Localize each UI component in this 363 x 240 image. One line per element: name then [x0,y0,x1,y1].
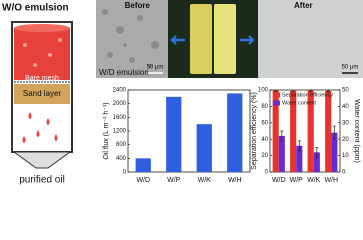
y-axis-label: Oil flux (L m⁻² h⁻¹) [103,102,110,159]
y2-tick-label: 30 [342,120,349,126]
y2-tick-label: 50 [342,88,349,94]
error-bar [297,140,301,152]
emulsion-top [14,24,70,32]
figure: W/O emulsion Bare mesh Sand layer purifi… [2,0,363,186]
illustration-title: W/O emulsion [2,3,69,14]
x-tick-label: W/P [290,177,304,184]
funnel [12,151,72,169]
bar [272,90,279,172]
y2-tick-label: 0 [342,170,346,176]
x-tick-label: W/H [324,177,338,184]
error-bar [315,147,319,158]
bar [296,145,303,172]
y2-tick-label: 10 [342,153,349,159]
x-tick-label: W/D [272,177,286,184]
scale-label: 50 μm [147,65,164,71]
y-tick-label: 0 [123,170,127,176]
sample-label: W/D emulsion [99,68,149,77]
error-bar [280,130,284,142]
error-bar [274,89,278,92]
error-bar [309,89,313,92]
column-illustration: W/O emulsion Bare mesh Sand layer purifi… [2,3,73,186]
y-axis-label: Separation efficiency (%) [251,92,258,170]
x-tick-label: W/P [167,177,181,184]
bar [313,152,320,172]
bar [331,132,338,172]
y-tick-label: 60 [261,120,268,126]
y-tick-label: 2400 [113,88,127,94]
error-bar [326,90,330,92]
scale-label: 50 μm [342,65,359,71]
plot-frame [269,89,341,173]
droplet [58,38,62,42]
y-tick-label: 80 [261,104,268,110]
bar [307,90,314,172]
oil-drops [22,112,58,143]
before-image [96,0,168,78]
legend-label: Separation efficiency [282,92,333,98]
y-tick-label: 400 [116,156,127,162]
x-tick-label: W/H [228,177,242,184]
after-image [258,0,363,78]
before-label: Before [125,1,151,10]
bar [290,90,297,172]
bar [135,158,151,172]
bar [196,124,212,172]
vial-after [214,4,236,74]
bar [278,135,285,172]
y2-axis-label: Water content (ppm) [353,99,360,163]
y2-tick-label: 40 [342,104,349,110]
after-label: After [294,1,313,10]
y2-tick-label: 20 [342,137,349,143]
x-tick-label: W/K [307,177,321,184]
y-tick-label: 2000 [113,101,127,107]
arrow [170,35,185,45]
y-tick-label: 1200 [113,129,127,135]
droplet [48,53,52,57]
micrographs: Before After W/D emulsion 50 μm 50 μm [96,0,363,78]
y-tick-label: 20 [261,153,268,159]
droplet [23,43,27,47]
sand-layer [14,84,70,104]
sand-label: Sand layer [23,89,62,98]
arrow [240,35,255,45]
y-tick-label: 0 [265,170,269,176]
mesh-label: Bare mesh [25,75,59,82]
x-tick-label: W/K [198,177,212,184]
output-label: purified oil [19,175,65,186]
texture [102,9,159,68]
x-tick-label: W/D [136,177,150,184]
legend-label: Water content [282,100,317,106]
y-tick-label: 100 [258,88,269,94]
legend-swatch [273,100,280,106]
y-tick-label: 800 [116,142,127,148]
error-bar [332,125,336,140]
emulsion-layer [14,28,70,80]
y-tick-label: 40 [261,137,268,143]
error-bar [291,89,295,92]
bar [227,93,243,172]
vial-before [190,4,212,74]
y-tick-label: 1600 [113,115,127,121]
bar [166,96,182,172]
bar [325,90,332,172]
droplet [33,63,37,67]
legend-swatch [273,92,280,98]
